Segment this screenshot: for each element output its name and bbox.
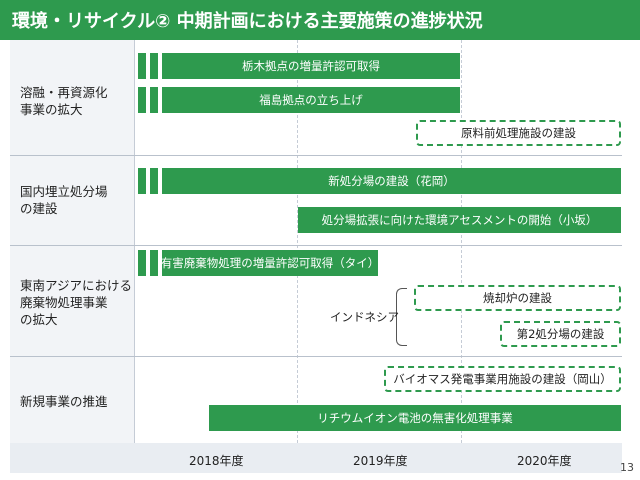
bar-expansion-assessment: 処分場拡張に向けた環境アセスメントの開始（小坂） bbox=[298, 207, 621, 233]
bar-fukushima: 福島拠点の立ち上げ bbox=[162, 87, 460, 113]
bar-hazardous-permit: 有害廃棄物処理の増量許認可取得（タイ） bbox=[161, 250, 379, 276]
bar-second-landfill-plan: 第2処分場の建設 bbox=[500, 321, 621, 347]
bar-stub bbox=[138, 250, 146, 276]
bar-stub bbox=[138, 53, 146, 79]
bar-stub bbox=[138, 168, 146, 194]
bar-incinerator-plan: 焼却炉の建設 bbox=[414, 285, 621, 311]
bar-stub bbox=[150, 168, 158, 194]
bar-stub bbox=[150, 250, 158, 276]
indonesia-bracket bbox=[396, 288, 407, 346]
bar-lithium-battery: リチウムイオン電池の無害化処理事業 bbox=[209, 405, 621, 431]
row-divider bbox=[10, 155, 622, 156]
bar-pretreatment-plan: 原料前処理施設の建設 bbox=[416, 120, 621, 146]
row-divider bbox=[10, 356, 622, 357]
bar-new-landfill: 新処分場の建設（花岡） bbox=[162, 168, 621, 194]
bar-stub bbox=[150, 53, 158, 79]
year-label-2018: 2018年度 bbox=[189, 454, 244, 468]
indonesia-label: インドネシア bbox=[330, 310, 399, 324]
title-bar: 環境・リサイクル② 中期計画における主要施策の進捗状況 bbox=[0, 0, 640, 40]
bar-stub bbox=[150, 87, 158, 113]
row-divider bbox=[10, 245, 622, 246]
column-divider bbox=[134, 40, 135, 473]
bar-stub bbox=[138, 87, 146, 113]
bar-biomass-plan: バイオマス発電事業用施設の建設（岡山） bbox=[384, 366, 621, 392]
row-label-southeast-asia: 東南アジアにおける 廃棄物処理事業 の拡大 bbox=[20, 278, 133, 327]
row-label-landfill: 国内埋立処分場 の建設 bbox=[20, 184, 108, 216]
row-label-recycling: 溶融・再資源化 事業の拡大 bbox=[20, 85, 108, 117]
year-label-2019: 2019年度 bbox=[353, 454, 408, 468]
year-label-2020: 2020年度 bbox=[517, 454, 572, 468]
bar-tochigi: 栃木拠点の増量許認可取得 bbox=[162, 53, 460, 79]
row-label-new-business: 新規事業の推進 bbox=[20, 394, 108, 409]
page-title: 環境・リサイクル② 中期計画における主要施策の進捗状況 bbox=[12, 11, 483, 32]
page-number: 13 bbox=[620, 461, 634, 474]
column-divider bbox=[461, 40, 462, 473]
year-axis bbox=[10, 443, 622, 473]
label-column bbox=[10, 40, 134, 443]
